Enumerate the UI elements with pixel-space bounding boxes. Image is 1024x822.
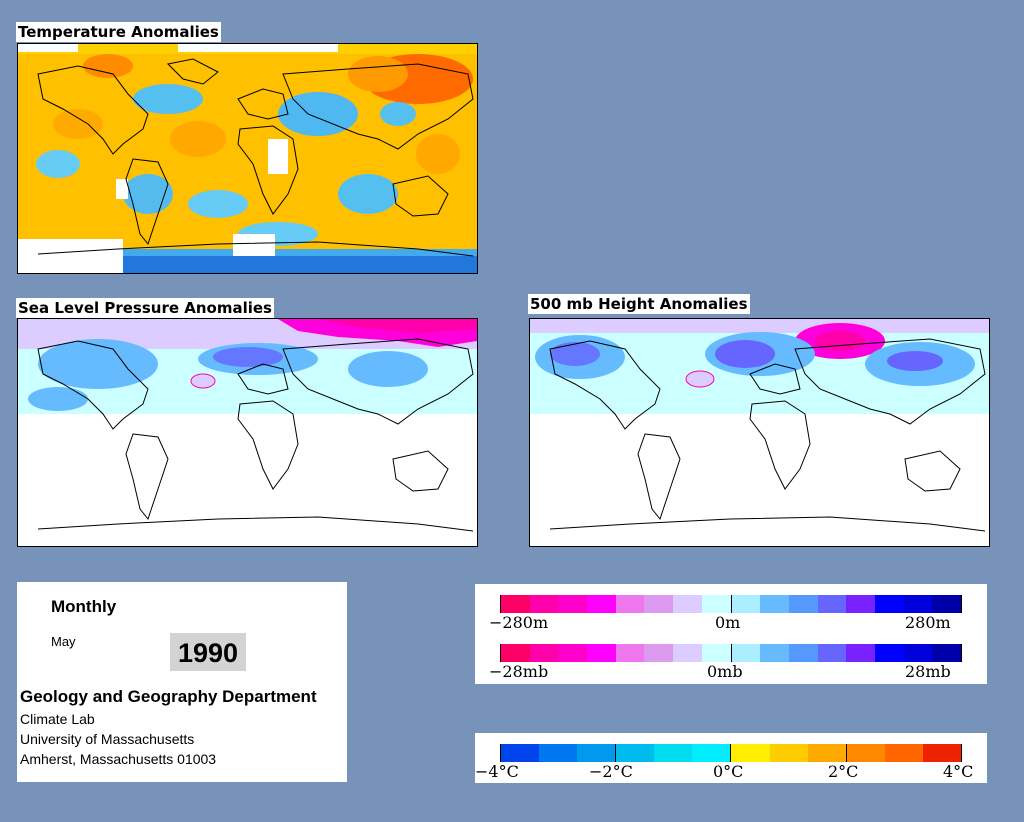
color-swatch — [730, 644, 761, 662]
color-swatch — [932, 644, 961, 662]
month-label: May — [51, 634, 76, 649]
year-label: 1990 — [170, 633, 246, 671]
period-label: Monthly — [51, 597, 117, 616]
color-swatch — [577, 744, 616, 762]
color-swatch — [644, 644, 674, 662]
temperature-color-bar — [500, 744, 962, 762]
info-panel: Monthly May 1990 Geology and Geography D… — [17, 582, 347, 782]
color-swatch — [673, 644, 702, 662]
color-swatch — [558, 595, 588, 613]
university-name: University of Massachusetts — [20, 731, 195, 747]
height-color-bar — [500, 595, 962, 613]
color-swatch — [701, 595, 731, 613]
temp-label-minus2: −2°C — [589, 762, 633, 781]
slp-map-title: Sea Level Pressure Anomalies — [16, 298, 274, 318]
color-swatch — [529, 644, 559, 662]
color-swatch — [769, 744, 808, 762]
color-swatch — [817, 644, 847, 662]
height-label-max: 280m — [905, 613, 951, 632]
color-swatch — [884, 744, 923, 762]
pressure-color-bar — [500, 644, 962, 662]
temp-label-zero: 0°C — [713, 762, 744, 781]
height-label-zero: 0m — [715, 613, 741, 632]
temp-label-plus2: 2°C — [828, 762, 859, 781]
color-swatch — [922, 744, 961, 762]
color-swatch — [587, 644, 616, 662]
color-swatch — [615, 595, 645, 613]
color-swatch — [501, 744, 540, 762]
color-swatch — [760, 595, 789, 613]
color-swatch — [501, 644, 530, 662]
color-swatch — [539, 744, 578, 762]
color-swatch — [807, 744, 846, 762]
color-swatch — [558, 644, 588, 662]
temperature-legend: −4°C −2°C 0°C 2°C 4°C — [475, 733, 987, 783]
color-swatch — [730, 744, 770, 762]
sea-level-pressure-anomaly-map — [17, 318, 478, 547]
height-label-min: −280m — [489, 613, 549, 632]
pressure-label-zero: 0mb — [707, 662, 743, 681]
color-swatch — [587, 595, 616, 613]
color-swatch — [903, 595, 933, 613]
color-swatch — [615, 744, 655, 762]
color-swatch — [501, 595, 530, 613]
temp-label-plus4: 4°C — [943, 762, 974, 781]
pressure-label-min: −28mb — [489, 662, 549, 681]
color-swatch — [903, 644, 933, 662]
color-swatch — [673, 595, 702, 613]
color-swatch — [615, 644, 645, 662]
height-pressure-legend: −280m 0m 280m −28mb 0mb 28mb — [475, 584, 987, 684]
color-swatch — [845, 744, 885, 762]
color-swatch — [932, 595, 961, 613]
color-swatch — [701, 644, 731, 662]
color-swatch — [846, 595, 875, 613]
color-swatch — [874, 644, 904, 662]
height-map-title: 500 mb Height Anomalies — [528, 294, 750, 314]
color-swatch — [788, 644, 818, 662]
department-name: Geology and Geography Department — [20, 687, 317, 706]
color-swatch — [788, 595, 818, 613]
color-swatch — [730, 595, 761, 613]
lab-name: Climate Lab — [20, 711, 95, 727]
height-anomaly-map — [529, 318, 990, 547]
address-line: Amherst, Massachusetts 01003 — [20, 751, 217, 767]
temperature-anomaly-map — [17, 43, 478, 274]
color-swatch — [654, 744, 693, 762]
color-swatch — [846, 644, 875, 662]
color-swatch — [644, 595, 674, 613]
color-swatch — [817, 595, 847, 613]
color-swatch — [529, 595, 559, 613]
color-swatch — [760, 644, 789, 662]
pressure-label-max: 28mb — [905, 662, 951, 681]
temperature-map-title: Temperature Anomalies — [16, 22, 221, 42]
color-swatch — [874, 595, 904, 613]
temp-label-minus4: −4°C — [475, 762, 519, 781]
color-swatch — [692, 744, 731, 762]
